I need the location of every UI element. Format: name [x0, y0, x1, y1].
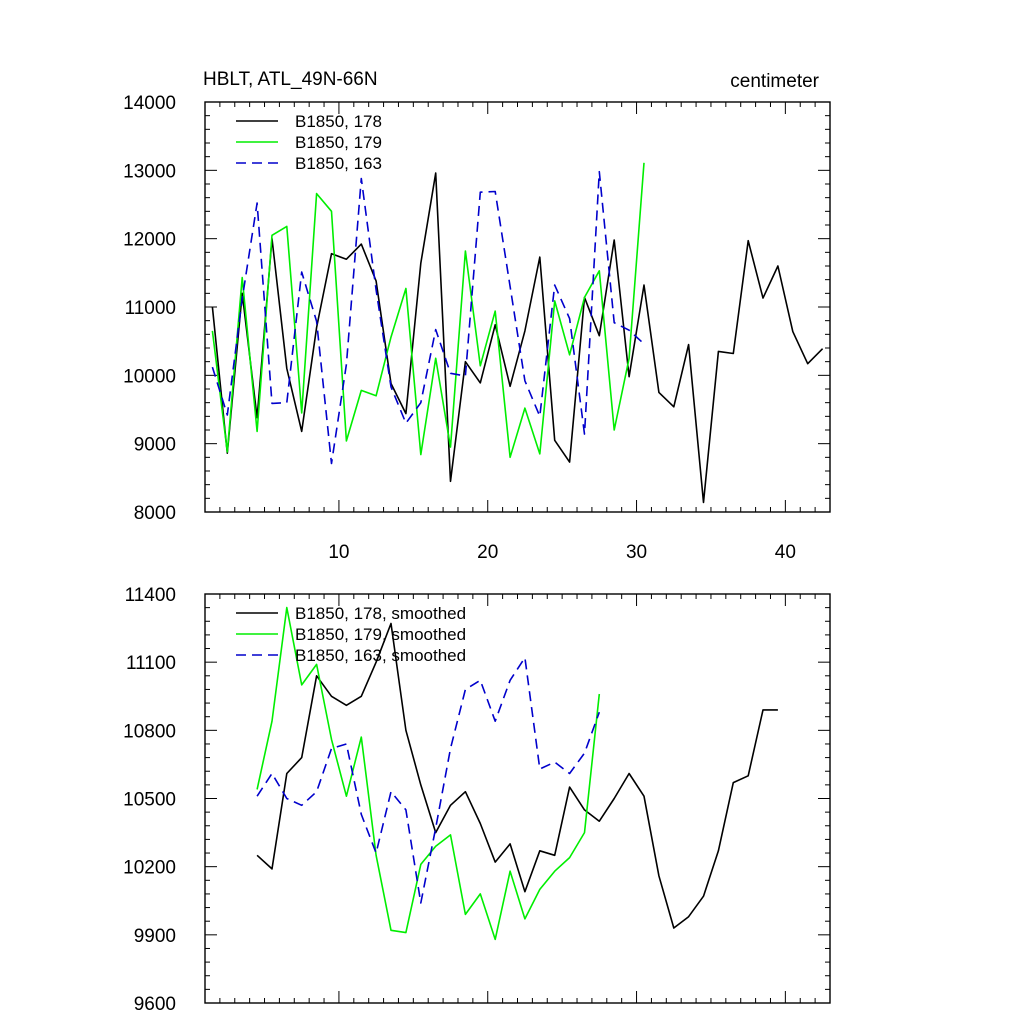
- chart-title: HBLT, ATL_49N-66N: [203, 69, 378, 90]
- y-tick-label: 10500: [123, 790, 176, 811]
- series-line-1: [211, 172, 824, 504]
- series-line-3: [211, 170, 645, 465]
- legend-label: B1850, 178: [295, 112, 382, 131]
- series-line-2: [256, 606, 601, 941]
- bottom-panel: 9600 9900 10200 10500 10800 11100 11400 B1850, …: [123, 585, 831, 1015]
- y-tick-label: 11400: [125, 585, 176, 606]
- y-tick-label: 11100: [126, 653, 176, 674]
- x-tick-label: 30: [626, 542, 647, 563]
- series-line-1: [256, 622, 778, 929]
- y-tick-label: 9600: [134, 994, 176, 1015]
- y-tick-label: 13000: [123, 161, 176, 182]
- y-tick-label: 9900: [134, 926, 176, 947]
- y-tick-label: 11000: [125, 298, 176, 319]
- series-line-2: [211, 162, 645, 459]
- y-tick-label: 9000: [134, 435, 176, 456]
- x-tick-label: 40: [775, 542, 796, 563]
- legend-label: B1850, 178, smoothed: [295, 604, 466, 623]
- y-tick-label: 8000: [134, 503, 176, 524]
- legend-label: B1850, 179: [295, 133, 382, 152]
- top-panel: 10 20 30 40 8000 9000 10000 11000 12000 13000 1400…: [123, 69, 831, 563]
- legend-label: B1850, 179, smoothed: [295, 625, 466, 644]
- series-line-3: [256, 656, 601, 904]
- legend-label: B1850, 163: [295, 154, 382, 173]
- y-tick-label: 10800: [123, 721, 176, 742]
- y-tick-label: 12000: [123, 230, 176, 251]
- y-tick-label: 10200: [123, 858, 176, 879]
- x-tick-label: 10: [328, 542, 349, 563]
- x-tick-label: 20: [477, 542, 498, 563]
- legend-label: B1850, 163, smoothed: [295, 646, 466, 665]
- y-tick-label: 10000: [123, 366, 176, 387]
- units-label: centimeter: [730, 71, 819, 92]
- y-tick-label: 14000: [123, 93, 176, 114]
